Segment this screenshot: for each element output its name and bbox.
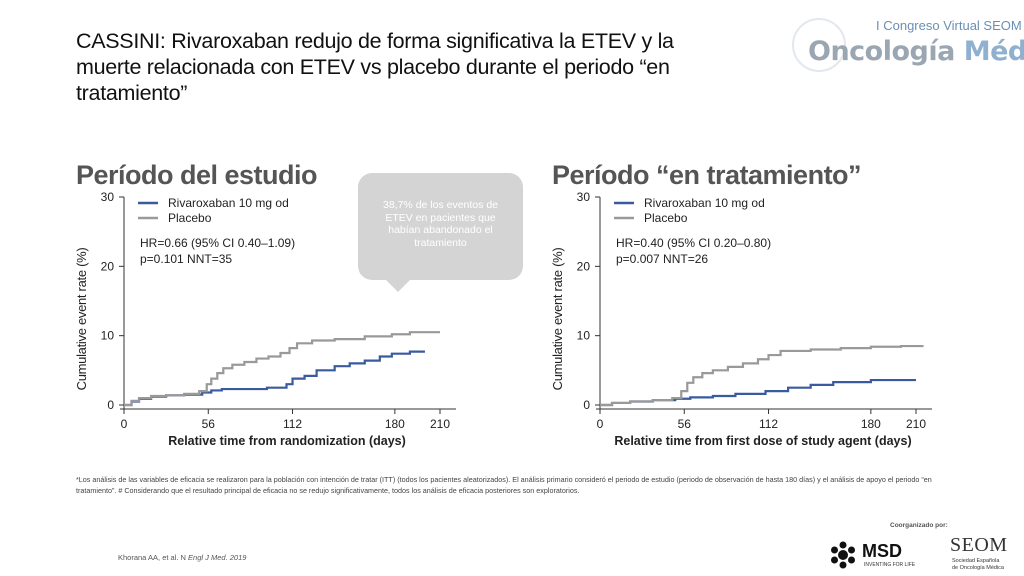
x-tick-label: 56 bbox=[678, 417, 692, 431]
callout-tail bbox=[386, 280, 410, 292]
legend-label: Placebo bbox=[644, 211, 688, 225]
logo-main-b: Médica bbox=[963, 36, 1024, 67]
seom-logo: SEOM Sociedad Española de Oncología Médic… bbox=[950, 534, 1022, 574]
legend-label: Placebo bbox=[168, 211, 212, 225]
stats-hr: HR=0.40 (95% CI 0.20–0.80) bbox=[616, 236, 771, 250]
x-tick-label: 210 bbox=[906, 417, 926, 431]
chart-on-treatment-period: 0 10 20 30 0 56 112 180 210 Relative time from fi… bbox=[550, 190, 932, 448]
x-tick-label: 210 bbox=[430, 417, 450, 431]
x-tick-label: 0 bbox=[121, 417, 128, 431]
y-tick-label: 10 bbox=[577, 329, 591, 343]
chart-study-period: 0 10 20 30 0 56 112 180 210 Relative time from ra… bbox=[74, 190, 456, 448]
logo-main-a: Oncología bbox=[808, 36, 955, 67]
x-tick-label: 112 bbox=[759, 417, 778, 431]
callout-bubble: 38,7% de los eventos de ETEV en paciente… bbox=[358, 173, 523, 280]
y-axis-label: Cumulative event rate (%) bbox=[74, 248, 89, 391]
y-tick-label: 30 bbox=[101, 190, 115, 204]
panel-title-study: Período del estudio bbox=[76, 160, 318, 190]
y-tick-label: 10 bbox=[101, 329, 115, 343]
series-rivaroxaban-line bbox=[124, 350, 425, 407]
y-tick-label: 30 bbox=[577, 190, 591, 204]
msd-logo: MSD INVENTING FOR LIFE bbox=[828, 538, 915, 570]
congress-logo: I Congreso Virtual SEOM Oncología Médica bbox=[790, 14, 1024, 74]
y-tick-label: 0 bbox=[583, 398, 590, 412]
x-tick-label: 0 bbox=[597, 417, 604, 431]
x-axis-label: Relative time from randomization (days) bbox=[168, 434, 406, 448]
seom-subtitle: Sociedad Española de Oncología Médica bbox=[952, 558, 1004, 571]
series-placebo-line bbox=[600, 344, 924, 407]
logo-ring-icon bbox=[792, 18, 846, 72]
reference-a: Khorana AA, et al. N bbox=[118, 553, 189, 562]
msd-tagline: INVENTING FOR LIFE bbox=[864, 562, 916, 568]
seom-sub1: Sociedad Española bbox=[952, 558, 1000, 564]
x-axis-label: Relative time from first dose of study a… bbox=[614, 434, 911, 448]
msd-word: MSD bbox=[862, 541, 902, 561]
x-tick-label: 180 bbox=[385, 417, 405, 431]
x-tick-label: 112 bbox=[283, 417, 302, 431]
legend-label: Rivaroxaban 10 mg od bbox=[168, 196, 289, 210]
coorganized-label: Coorganizado por: bbox=[890, 522, 948, 529]
y-tick-label: 0 bbox=[107, 398, 114, 412]
reference-b: Engl J Med. 2019 bbox=[188, 553, 247, 562]
x-tick-label: 56 bbox=[202, 417, 216, 431]
seom-word: SEOM bbox=[950, 534, 1008, 556]
y-tick-label: 20 bbox=[101, 259, 115, 273]
panel-title-on-treatment: Período “en tratamiento” bbox=[552, 160, 862, 190]
stats-p: p=0.007 NNT=26 bbox=[616, 252, 708, 266]
reference: Khorana AA, et al. N Engl J Med. 2019 bbox=[118, 553, 246, 562]
y-tick-label: 20 bbox=[577, 259, 591, 273]
footnote: *Los análisis de las variables de eficac… bbox=[76, 475, 932, 495]
logo-top-text: I Congreso Virtual SEOM bbox=[876, 18, 1022, 33]
slide-title: CASSINI: Rivaroxaban redujo de forma sig… bbox=[76, 29, 674, 105]
y-axis-label: Cumulative event rate (%) bbox=[550, 248, 565, 391]
msd-hex-icon bbox=[831, 541, 855, 569]
legend-label: Rivaroxaban 10 mg od bbox=[644, 196, 765, 210]
seom-sub2: de Oncología Médica bbox=[952, 564, 1004, 571]
stats-hr: HR=0.66 (95% CI 0.40–1.09) bbox=[140, 236, 295, 250]
series-placebo-line bbox=[124, 331, 440, 407]
logo-main-text: Oncología Médica bbox=[808, 36, 1024, 67]
stats-p: p=0.101 NNT=35 bbox=[140, 252, 232, 266]
x-tick-label: 180 bbox=[861, 417, 881, 431]
